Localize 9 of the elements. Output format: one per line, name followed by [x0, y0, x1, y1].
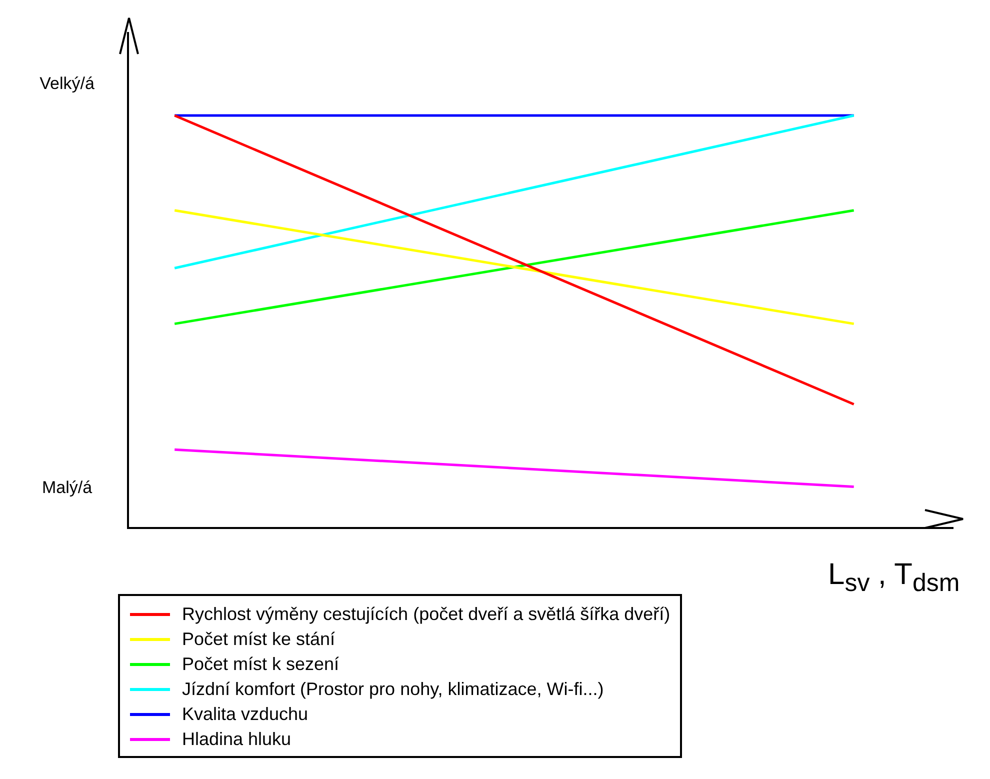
- legend-label: Kvalita vzduchu: [182, 704, 308, 725]
- legend-label: Počet míst ke stání: [182, 629, 336, 650]
- text: Velký/á: [38, 74, 96, 94]
- legend-label: Rychlost výměny cestujících (počet dveří a světlá šířka dveří): [182, 604, 670, 625]
- x-axis-title: L$_{sv}$ , T$_{dsm}$: [828, 558, 960, 598]
- legend-label: Počet míst k sezení: [182, 654, 340, 675]
- text: Malý/á: [40, 478, 94, 498]
- legend-label: Hladina hluku: [182, 729, 292, 750]
- legend-label: Jízdní komfort (Prostor pro nohy, klimatizace, Wi-fi...): [182, 679, 604, 700]
